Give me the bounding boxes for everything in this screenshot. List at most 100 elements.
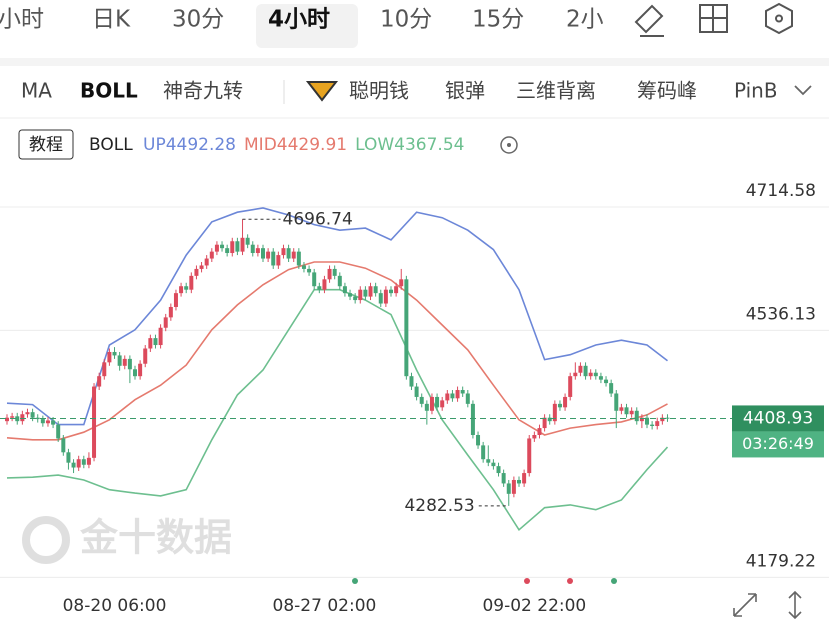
candle-body: [373, 286, 378, 294]
scale-icon[interactable]: [788, 590, 802, 620]
fullscreen-icon[interactable]: [733, 593, 757, 617]
candle-body: [568, 376, 573, 397]
candle-body: [481, 445, 486, 460]
candle-body: [327, 268, 332, 280]
tab-fade: [600, 0, 628, 48]
indicator[interactable]: 银弹: [445, 79, 485, 103]
plot: 4179.22 4536.13 4714.58 08-20 06:00 08-27 02…: [0, 181, 829, 616]
candle-body: [629, 410, 634, 415]
candle-body: [117, 355, 122, 366]
candle-body: [609, 383, 614, 394]
candle-body: [511, 479, 516, 494]
candle-body: [337, 275, 342, 287]
indicator[interactable]: 三维背离: [516, 79, 596, 103]
candle-body: [660, 417, 665, 422]
candle-body: [619, 407, 624, 411]
tab[interactable]: 15分: [472, 7, 524, 33]
event-dot[interactable]: [352, 578, 358, 584]
candle-body: [547, 417, 552, 422]
toolbar-icons: [634, 2, 793, 37]
candle-body: [353, 296, 358, 301]
candle-body: [163, 317, 168, 328]
y-tick-label: 4179.22: [746, 551, 816, 571]
legend-value: 4429.91: [277, 135, 347, 155]
candle-body: [281, 248, 286, 256]
candle-body: [348, 293, 353, 297]
candle-body: [168, 306, 173, 318]
candle-body: [86, 457, 91, 465]
candle-body: [645, 417, 649, 425]
candle-body: [460, 390, 465, 394]
candle-body: [312, 272, 317, 287]
expand-icon[interactable]: [794, 85, 812, 96]
tab[interactable]: 日K: [92, 7, 131, 33]
indicator[interactable]: 神奇九转: [163, 79, 243, 103]
candle-body: [261, 248, 265, 259]
candle-body: [573, 372, 578, 377]
candle-body: [138, 363, 143, 377]
indicator[interactable]: PinB: [734, 79, 778, 103]
countdown-text: 03:26:49: [742, 434, 814, 453]
tab[interactable]: 小时: [0, 7, 44, 33]
candle-body: [199, 265, 204, 269]
candle-body: [506, 483, 511, 494]
candle-body: [501, 473, 506, 484]
indicator[interactable]: 聪明钱: [349, 79, 409, 103]
candle-body: [655, 421, 660, 427]
candle-body: [424, 403, 429, 411]
candle-body: [25, 412, 30, 415]
countdown-tag: [732, 431, 824, 458]
indicator-name: BOLL: [89, 135, 133, 155]
draw-icon[interactable]: [634, 4, 664, 37]
candle-body: [414, 386, 419, 397]
candle-body: [220, 244, 225, 249]
candle-body: [71, 462, 76, 468]
candle-body: [624, 407, 629, 415]
high-label: 4696.74: [283, 209, 353, 229]
tutorial-label[interactable]: 教程: [29, 135, 63, 155]
candle-body: [143, 348, 148, 364]
candle-body: [522, 473, 527, 484]
candle-body: [92, 386, 97, 458]
candle-body: [286, 248, 291, 259]
legend-name: LOW: [355, 135, 394, 155]
candle-body: [296, 251, 301, 266]
indicator[interactable]: MA: [21, 79, 52, 103]
candle-body: [383, 289, 388, 304]
indicator[interactable]: 筹码峰: [637, 79, 697, 103]
candle-body: [184, 286, 189, 290]
tab[interactable]: 30分: [172, 7, 224, 33]
event-dot[interactable]: [524, 578, 530, 584]
candle-body: [409, 376, 414, 387]
separator: [0, 58, 829, 66]
candle-body: [593, 372, 598, 377]
candle-body: [363, 289, 368, 297]
candle-body: [639, 417, 644, 422]
tab[interactable]: 10分: [380, 7, 432, 33]
candle-body: [491, 462, 496, 467]
candle-body: [583, 365, 588, 377]
event-dot[interactable]: [567, 578, 573, 584]
candle-body: [194, 268, 199, 276]
candle-body: [404, 279, 409, 377]
candle-body: [148, 338, 153, 349]
indicator-active[interactable]: BOLL: [80, 79, 138, 103]
candle-body: [225, 248, 230, 254]
event-dot[interactable]: [611, 578, 617, 584]
candle-body: [557, 403, 562, 408]
candle-body: [342, 286, 347, 294]
x-tick-label: 08-20 06:00: [63, 596, 167, 616]
candle-body: [517, 479, 521, 484]
candle-body: [358, 289, 363, 301]
candle-body: [598, 376, 603, 380]
price-tag-text: 4408.93: [743, 408, 813, 428]
tab[interactable]: 2小: [566, 7, 604, 33]
tutorial-button[interactable]: [18, 129, 74, 160]
settings-icon[interactable]: [765, 2, 793, 35]
candle-body: [153, 338, 158, 346]
candle-body: [389, 289, 393, 294]
candle-body: [291, 251, 296, 259]
tab-active[interactable]: 4小时: [268, 7, 330, 33]
legend-settings[interactable]: [500, 136, 518, 154]
